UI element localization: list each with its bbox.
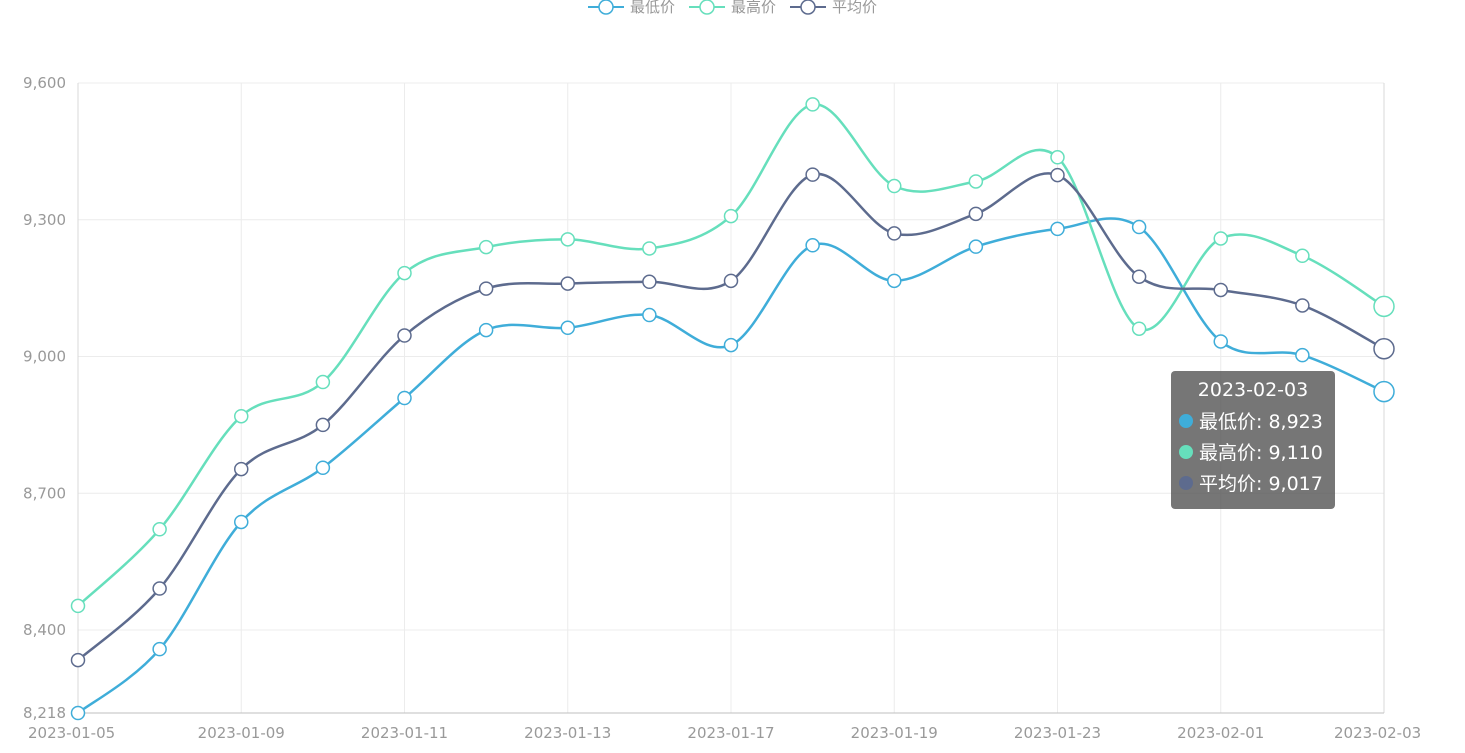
data-point [1373,295,1395,318]
data-point [234,408,249,424]
x-tick-label: 2023-01-19 [851,724,938,742]
data-point [478,281,494,296]
data-point [968,174,984,189]
data-point [805,167,820,182]
x-tick-label: 2023-01-09 [198,724,285,742]
data-point [560,276,575,291]
data-point [723,273,739,289]
data-point [968,239,984,254]
x-tick-label: 2023-02-01 [1177,724,1264,742]
legend-item-avg-price[interactable]: 平均价 [790,0,877,17]
x-tick-label: 2023-01-13 [524,724,611,742]
x-tick-label: 2023-01-17 [687,724,774,742]
data-point [723,337,739,353]
data-point [70,652,86,668]
data-point [1050,167,1065,183]
data-point [1373,338,1395,360]
data-point [152,581,167,596]
series-dot-icon [1179,413,1193,428]
data-point [1131,269,1147,284]
data-point [315,374,331,390]
data-point [642,274,657,290]
data-point [70,598,86,614]
tooltip-row-max: 最高价: 9,110 [1179,436,1327,467]
tooltip-row-avg: 平均价: 9,017 [1179,467,1327,498]
data-point [152,641,167,657]
data-point [887,226,902,241]
data-point [560,320,575,336]
tooltip-row-label: 最低价: 8,923 [1199,411,1323,433]
series-dot-icon [1179,444,1193,459]
data-point [478,322,494,338]
chart-legend: 最低价 最高价 平均价 [0,0,1465,17]
data-point [887,178,902,194]
data-point [70,705,86,721]
y-tick-label: 9,600 [23,74,66,92]
tooltip-row-label: 平均价: 9,017 [1199,473,1323,495]
data-point [315,460,331,475]
x-tick-label: 2023-01-23 [1014,724,1101,742]
data-point [1213,334,1228,349]
data-point [723,208,739,224]
data-point [560,232,575,247]
y-tick-label: 9,300 [23,211,66,229]
data-point [805,238,820,253]
chart-tooltip: 2023-02-03 最低价: 8,923 最高价: 9,110 平均价: 9,… [1171,371,1335,509]
data-point [152,522,167,537]
x-tick-label: 2023-01-11 [361,724,448,742]
legend-label: 最高价 [730,0,776,16]
data-point [1050,221,1065,237]
data-point [1131,321,1147,336]
data-point [1295,298,1310,313]
data-point [968,206,984,222]
data-point [397,328,412,343]
y-tick-label: 9,000 [23,348,66,366]
data-point [805,97,820,112]
data-point [1131,219,1147,235]
legend-item-min-price[interactable]: 最低价 [587,0,675,17]
series-dot-icon [1179,475,1193,490]
data-point [315,417,331,433]
data-point [1050,150,1065,165]
x-tick-label: 2023-01-05 [28,724,115,742]
data-point [478,239,494,255]
data-point [234,461,249,477]
legend-line-circle-icon [587,0,624,15]
legend-label: 平均价 [832,0,878,16]
y-tick-label: 8,700 [23,484,66,502]
data-point [642,241,657,256]
x-tick-label: 2023-02-03 [1334,724,1421,742]
data-point [234,514,249,530]
data-point [642,307,657,323]
legend-line-circle-icon [688,0,725,15]
y-tick-label: 8,218 [23,704,66,722]
legend-line-circle-icon [790,0,826,15]
data-point [1373,380,1395,403]
data-point [397,390,412,406]
tooltip-row-min: 最低价: 8,923 [1179,405,1327,436]
series-line-max-price [77,103,1385,607]
legend-label: 最低价 [629,0,675,16]
data-point [1213,231,1228,246]
legend-item-max-price[interactable]: 最高价 [688,0,776,17]
data-point [1295,248,1310,264]
data-point [1295,347,1310,363]
y-tick-label: 8,400 [23,621,66,639]
data-point [887,273,902,289]
tooltip-title: 2023-02-03 [1197,379,1309,401]
data-point [397,265,412,281]
tooltip-row-label: 最高价: 9,110 [1199,442,1323,464]
data-point [1213,282,1228,298]
